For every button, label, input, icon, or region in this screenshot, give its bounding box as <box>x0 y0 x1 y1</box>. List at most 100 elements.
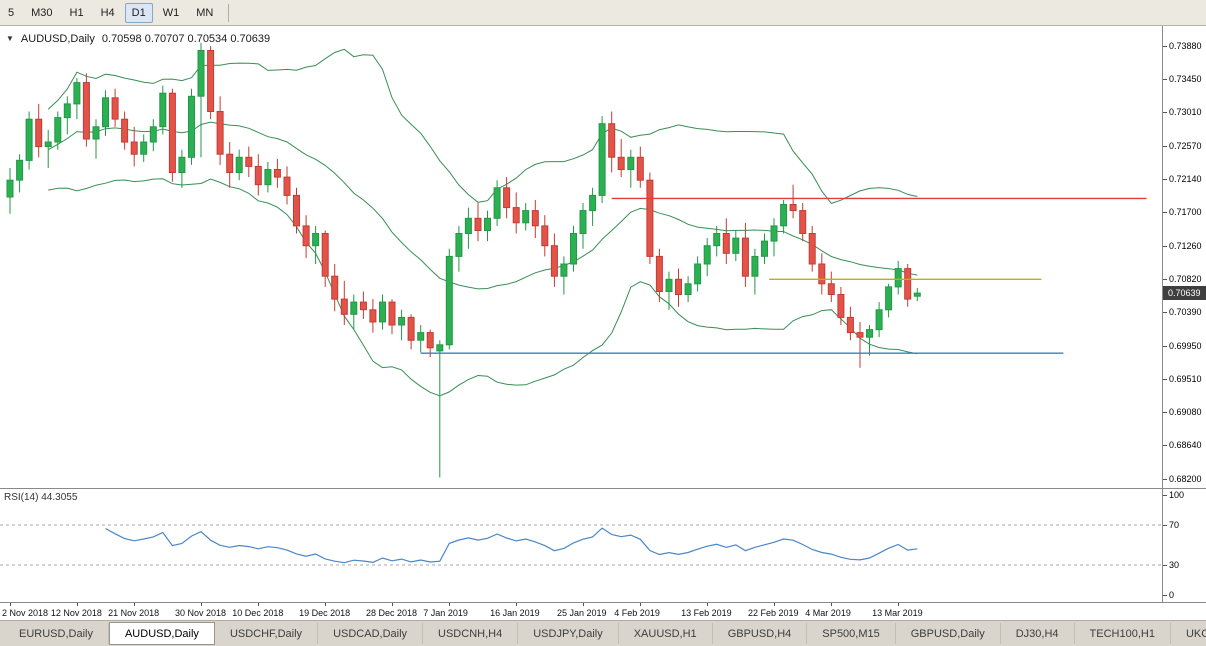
rsi-indicator-label: RSI(14) 44.3055 <box>4 492 78 503</box>
tab-gbpusd-h4[interactable]: GBPUSD,H4 <box>713 623 808 644</box>
time-tick <box>898 603 900 606</box>
price-axis-label: 0.68640 <box>1169 440 1202 451</box>
price-axis-label: 0.70820 <box>1169 274 1202 285</box>
time-tick <box>258 603 260 606</box>
tab-dj30-h4[interactable]: DJ30,H4 <box>1001 623 1075 644</box>
tab-usdjpy-daily[interactable]: USDJPY,Daily <box>518 623 619 644</box>
price-tick <box>1163 445 1167 447</box>
timeframe-toolbar: 5 M30 H1 H4 D1 W1 MN <box>0 0 1206 26</box>
price-axis-label: 0.72570 <box>1169 140 1202 151</box>
tab-tech100-h1[interactable]: TECH100,H1 <box>1075 623 1171 644</box>
rsi-axis-label: 30 <box>1169 560 1180 570</box>
time-axis-label: 21 Nov 2018 <box>108 608 160 618</box>
rsi-axis-label: 100 <box>1169 490 1185 500</box>
price-axis-label: 0.69080 <box>1169 406 1202 417</box>
time-axis-label: 16 Jan 2019 <box>490 608 540 618</box>
price-axis-label: 0.71700 <box>1169 207 1202 218</box>
price-axis-label: 0.71260 <box>1169 240 1202 251</box>
price-axis-label: 0.73880 <box>1169 40 1202 51</box>
price-tick <box>1163 411 1167 413</box>
tab-xauusd-h1[interactable]: XAUUSD,H1 <box>619 623 713 644</box>
price-tick <box>1163 479 1167 480</box>
timeframe-button-5[interactable]: 5 <box>8 6 15 19</box>
time-tick <box>640 603 642 606</box>
time-tick <box>449 603 451 606</box>
time-axis[interactable]: 2 Nov 2018 12 Nov 2018 21 Nov 2018 30 Nov 2… <box>0 602 1206 620</box>
tab-audusd-daily[interactable]: AUDUSD,Daily <box>108 622 215 645</box>
chart-window: ▼ AUDUSD,Daily 0.70598 0.70707 0.70534 0… <box>0 26 1206 620</box>
time-axis-label: 19 Dec 2018 <box>299 608 351 618</box>
price-tick <box>1163 312 1167 314</box>
price-tick <box>1163 279 1167 281</box>
time-tick <box>10 603 11 606</box>
time-axis-label: 28 Dec 2018 <box>366 608 418 618</box>
timeframe-button-MN[interactable]: MN <box>196 6 214 19</box>
tab-ukc[interactable]: UKC <box>1171 623 1206 644</box>
rsi-tick <box>1163 595 1167 596</box>
chart-tab-bar: EURUSD,Daily AUDUSD,Daily USDCHF,Daily USDC… <box>0 620 1206 646</box>
current-price-badge: 0.70639 <box>1163 286 1206 301</box>
timeframe-button-D1[interactable]: D1 <box>124 2 153 23</box>
time-tick <box>201 603 202 606</box>
toolbar-separator <box>228 3 230 22</box>
time-axis-label: 7 Jan 2019 <box>423 608 468 618</box>
rsi-tick <box>1163 495 1167 496</box>
tab-sp500-m15[interactable]: SP500,M15 <box>807 623 896 644</box>
price-tick <box>1163 212 1167 214</box>
time-axis-label: 13 Mar 2019 <box>872 608 923 618</box>
timeframe-button-H4[interactable]: H4 <box>100 6 115 19</box>
price-axis-label: 0.72140 <box>1169 173 1202 184</box>
rsi-panel[interactable]: RSI(14) 44.3055 <box>0 488 1162 602</box>
main-chart-area[interactable]: ▼ AUDUSD,Daily 0.70598 0.70707 0.70534 0… <box>0 26 1162 488</box>
rsi-axis-label: 0 <box>1169 590 1175 600</box>
time-tick <box>134 603 136 606</box>
time-tick <box>774 603 775 606</box>
rsi-axis[interactable]: 100 70 30 0 <box>1162 488 1206 602</box>
price-tick <box>1163 145 1167 147</box>
price-tick <box>1163 345 1167 347</box>
price-tick <box>1163 45 1167 47</box>
timeframe-button-M30[interactable]: M30 <box>31 6 53 19</box>
price-chart-canvas[interactable] <box>0 26 1162 488</box>
time-axis-label: 4 Feb 2019 <box>614 608 660 618</box>
tab-usdcnh-h4[interactable]: USDCNH,H4 <box>423 623 519 644</box>
chart-symbol-label: AUDUSD,Daily <box>20 33 95 45</box>
price-tick <box>1163 112 1167 114</box>
timeframe-button-H1[interactable]: H1 <box>69 6 84 19</box>
rsi-tick <box>1163 565 1167 566</box>
timeframe-button-W1[interactable]: W1 <box>162 6 180 19</box>
price-axis-label: 0.68200 <box>1169 474 1202 484</box>
price-axis-label: 0.73010 <box>1169 107 1202 118</box>
time-tick <box>516 603 518 606</box>
chart-expand-icon[interactable]: ▼ <box>6 34 14 43</box>
price-tick <box>1163 245 1167 247</box>
price-axis-label: 0.69510 <box>1169 374 1202 385</box>
time-tick <box>583 603 584 606</box>
price-tick <box>1163 178 1167 180</box>
tab-usdchf-daily[interactable]: USDCHF,Daily <box>215 623 319 644</box>
time-axis-label: 25 Jan 2019 <box>557 608 607 618</box>
rsi-tick <box>1163 525 1167 526</box>
time-tick <box>392 603 393 606</box>
tab-usdcad-daily[interactable]: USDCAD,Daily <box>318 623 424 644</box>
time-tick <box>76 603 78 606</box>
time-axis-label: 12 Nov 2018 <box>50 608 102 618</box>
time-tick <box>831 603 833 606</box>
price-tick <box>1163 78 1167 80</box>
time-tick <box>325 603 327 606</box>
time-tick <box>707 603 709 606</box>
price-axis[interactable]: 0.70639 0.73880 0.73450 0.73010 0.72570 0.72… <box>1162 26 1206 488</box>
tab-eurusd-daily[interactable]: EURUSD,Daily <box>4 623 109 644</box>
time-axis-label: 22 Feb 2019 <box>748 608 799 618</box>
time-axis-label: 30 Nov 2018 <box>175 608 227 618</box>
time-axis-label: 4 Mar 2019 <box>805 608 851 618</box>
time-axis-label: 2 Nov 2018 <box>2 608 49 618</box>
rsi-axis-label: 70 <box>1169 520 1180 530</box>
price-axis-label: 0.73450 <box>1169 73 1202 84</box>
rsi-chart-canvas[interactable] <box>0 489 1162 603</box>
price-tick <box>1163 379 1167 381</box>
tab-gbpusd-daily[interactable]: GBPUSD,Daily <box>896 623 1001 644</box>
chart-header: ▼ AUDUSD,Daily 0.70598 0.70707 0.70534 0… <box>6 33 270 45</box>
chart-ohlc-label: 0.70598 0.70707 0.70534 0.70639 <box>101 33 271 45</box>
